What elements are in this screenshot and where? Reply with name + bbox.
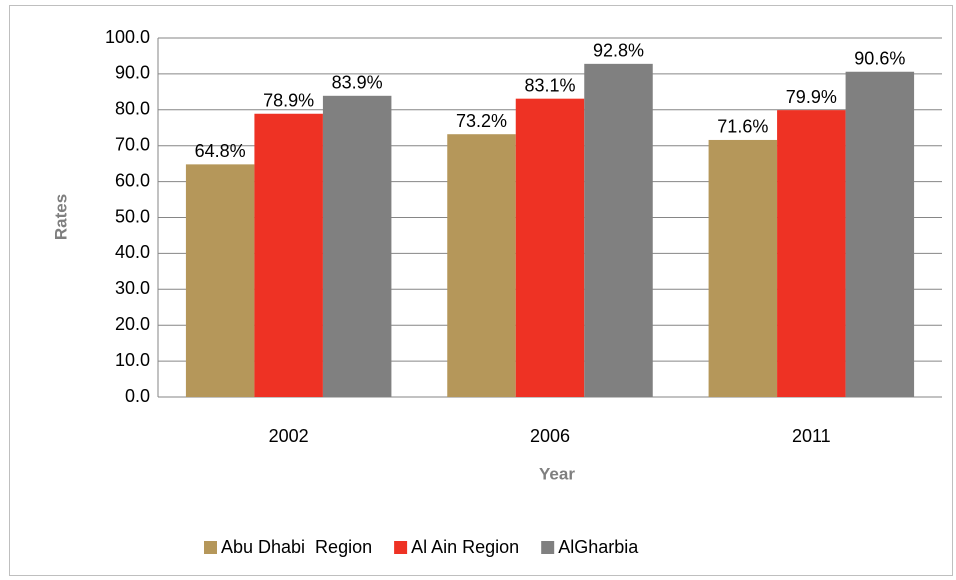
legend-swatch: [394, 541, 408, 554]
data-label: 92.8%: [593, 41, 644, 61]
data-label: 64.8%: [195, 141, 246, 161]
data-label: 83.9%: [332, 73, 383, 93]
data-label: 83.1%: [524, 75, 575, 95]
bar: [845, 71, 915, 397]
legend-label: Abu Dhabi Region: [221, 537, 372, 557]
bar: [254, 113, 323, 398]
x-tick-label: 2002: [269, 426, 309, 446]
legend-swatch: [541, 541, 555, 554]
x-tick-label: 2011: [792, 426, 831, 446]
y-tick-label: 0.0: [125, 386, 150, 406]
y-tick-label: 50.0: [115, 206, 150, 226]
data-label: 78.9%: [263, 90, 314, 110]
data-label: 73.2%: [456, 111, 507, 131]
bar: [322, 95, 392, 397]
bar: [447, 134, 516, 397]
legend-label: AlGharbia: [558, 537, 639, 557]
y-tick-label: 40.0: [115, 242, 150, 262]
y-tick-label: 70.0: [115, 134, 150, 154]
y-tick-label: 100.0: [105, 27, 150, 47]
legend-swatch: [204, 541, 217, 554]
bar: [185, 164, 255, 397]
bar: [708, 139, 778, 397]
x-axis-title: Year: [539, 464, 575, 483]
y-tick-label: 20.0: [115, 314, 150, 334]
y-tick-label: 10.0: [115, 350, 150, 370]
data-label: 90.6%: [854, 48, 905, 68]
y-tick-label: 60.0: [115, 170, 150, 190]
bar: [777, 110, 846, 397]
x-tick-label: 2006: [530, 426, 570, 446]
y-tick-label: 80.0: [115, 99, 150, 119]
data-label: 79.9%: [786, 87, 837, 107]
bar: [584, 63, 653, 398]
y-tick-label: 90.0: [115, 63, 150, 83]
legend-label: Al Ain Region: [411, 537, 519, 557]
y-tick-label: 30.0: [115, 278, 150, 298]
y-axis-title: Rates: [51, 194, 70, 240]
data-label: 71.6%: [717, 117, 768, 137]
bar: [515, 98, 585, 398]
